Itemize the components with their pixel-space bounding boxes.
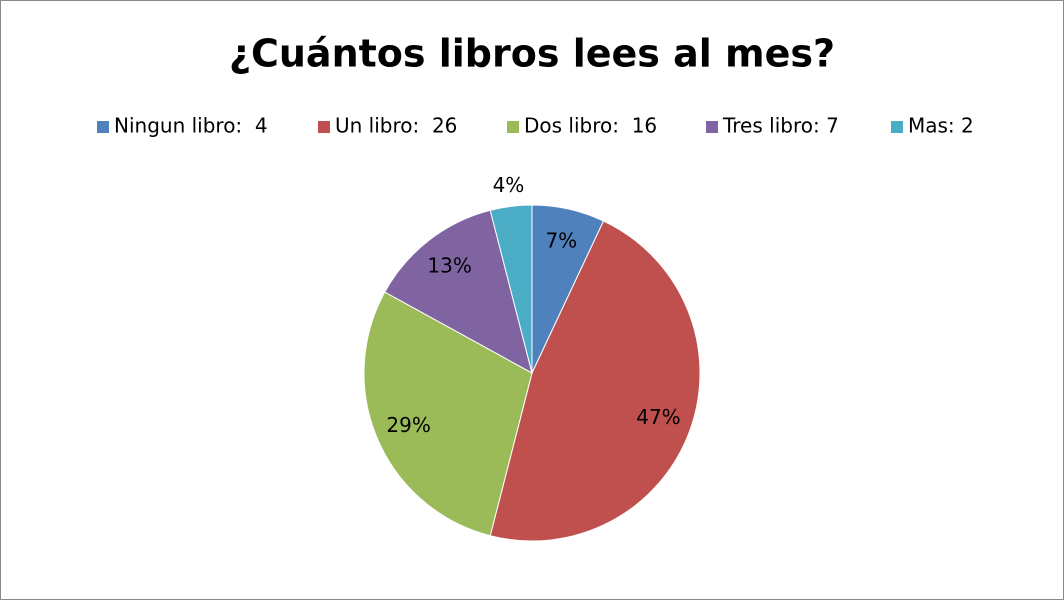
data-label: 13% xyxy=(427,253,471,277)
legend-swatch xyxy=(507,121,519,133)
legend-swatch xyxy=(318,121,330,133)
legend-label: Dos libro: 16 xyxy=(524,114,657,138)
pie-slice xyxy=(489,220,701,542)
pie-slice xyxy=(489,204,533,374)
legend-swatch xyxy=(706,121,718,133)
data-label: 47% xyxy=(636,405,680,429)
pie-slice xyxy=(384,209,533,374)
legend-label: Ningun libro: 4 xyxy=(114,114,268,138)
legend-label: Un libro: 26 xyxy=(335,114,457,138)
data-label: 4% xyxy=(493,173,525,197)
legend-label: Mas: 2 xyxy=(908,114,974,138)
pie-slice xyxy=(363,291,533,537)
legend-swatch xyxy=(891,121,903,133)
data-label: 29% xyxy=(386,413,430,437)
data-label: 7% xyxy=(545,228,577,252)
legend-label: Tres libro: 7 xyxy=(722,114,839,138)
legend-swatch xyxy=(97,121,109,133)
chart-title: ¿Cuántos libros lees al mes? xyxy=(229,32,835,76)
